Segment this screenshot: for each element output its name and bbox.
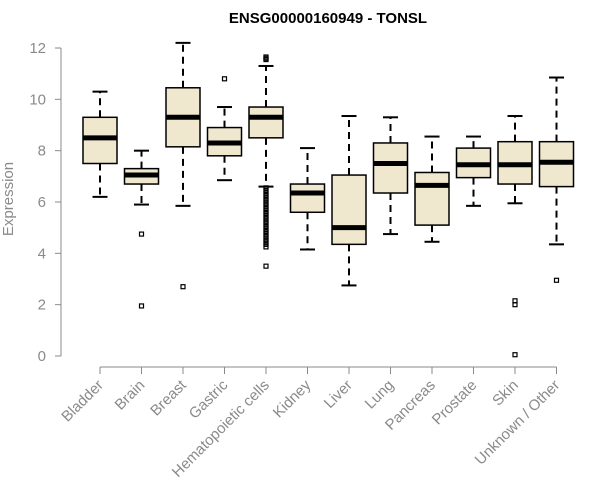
- outlier-point: [263, 55, 269, 61]
- box-iqr: [372, 142, 409, 194]
- x-category-label: Breast: [147, 376, 190, 419]
- outlier-point: [221, 76, 228, 82]
- y-tick-label: 6: [38, 194, 46, 211]
- y-axis-title: Expression: [0, 162, 17, 236]
- x-category-label: Liver: [321, 377, 356, 412]
- box-prostate: [455, 135, 492, 207]
- box-unknown-other: [538, 76, 575, 283]
- box-brain: [123, 149, 160, 309]
- outlier-point: [138, 303, 145, 309]
- box-iqr: [82, 116, 118, 165]
- chart-title: ENSG00000160949 - TONSL: [229, 10, 427, 27]
- x-category-label: Lung: [362, 377, 398, 413]
- outlier-point: [512, 302, 518, 308]
- box-series: [82, 41, 575, 358]
- x-category-label: Kidney: [270, 376, 315, 421]
- box-pancreas: [414, 135, 450, 243]
- box-hematopoietic-cells: [248, 54, 284, 269]
- outlier-point: [553, 277, 560, 283]
- box-iqr: [331, 174, 367, 246]
- box-iqr: [248, 106, 284, 139]
- box-skin: [497, 115, 533, 358]
- box-breast: [165, 41, 201, 290]
- y-tick-label: 12: [29, 40, 46, 57]
- y-tick-label: 4: [38, 245, 46, 262]
- outlier-point: [512, 352, 518, 358]
- box-liver: [331, 115, 367, 287]
- box-iqr: [289, 183, 326, 214]
- y-tick-label: 2: [38, 297, 46, 314]
- outlier-point: [263, 263, 269, 269]
- box-gastric: [206, 76, 243, 182]
- x-category-label: Prostate: [429, 377, 481, 429]
- outlier-point: [263, 56, 269, 63]
- x-category-label: Bladder: [58, 377, 107, 426]
- box-bladder: [82, 90, 118, 198]
- outlier-point: [263, 244, 269, 250]
- x-category-label: Skin: [489, 377, 522, 410]
- box-iqr: [414, 171, 450, 226]
- box-lung: [372, 116, 409, 236]
- y-axis: 0 2 4 6 8 10 12: [29, 40, 62, 365]
- y-tick-label: 10: [29, 91, 46, 108]
- outlier-point: [180, 284, 186, 290]
- x-category-label: Brain: [112, 377, 149, 414]
- y-tick-label: 0: [38, 348, 46, 365]
- box-kidney: [289, 147, 326, 251]
- outlier-point: [138, 231, 145, 237]
- y-tick-label: 8: [38, 143, 46, 160]
